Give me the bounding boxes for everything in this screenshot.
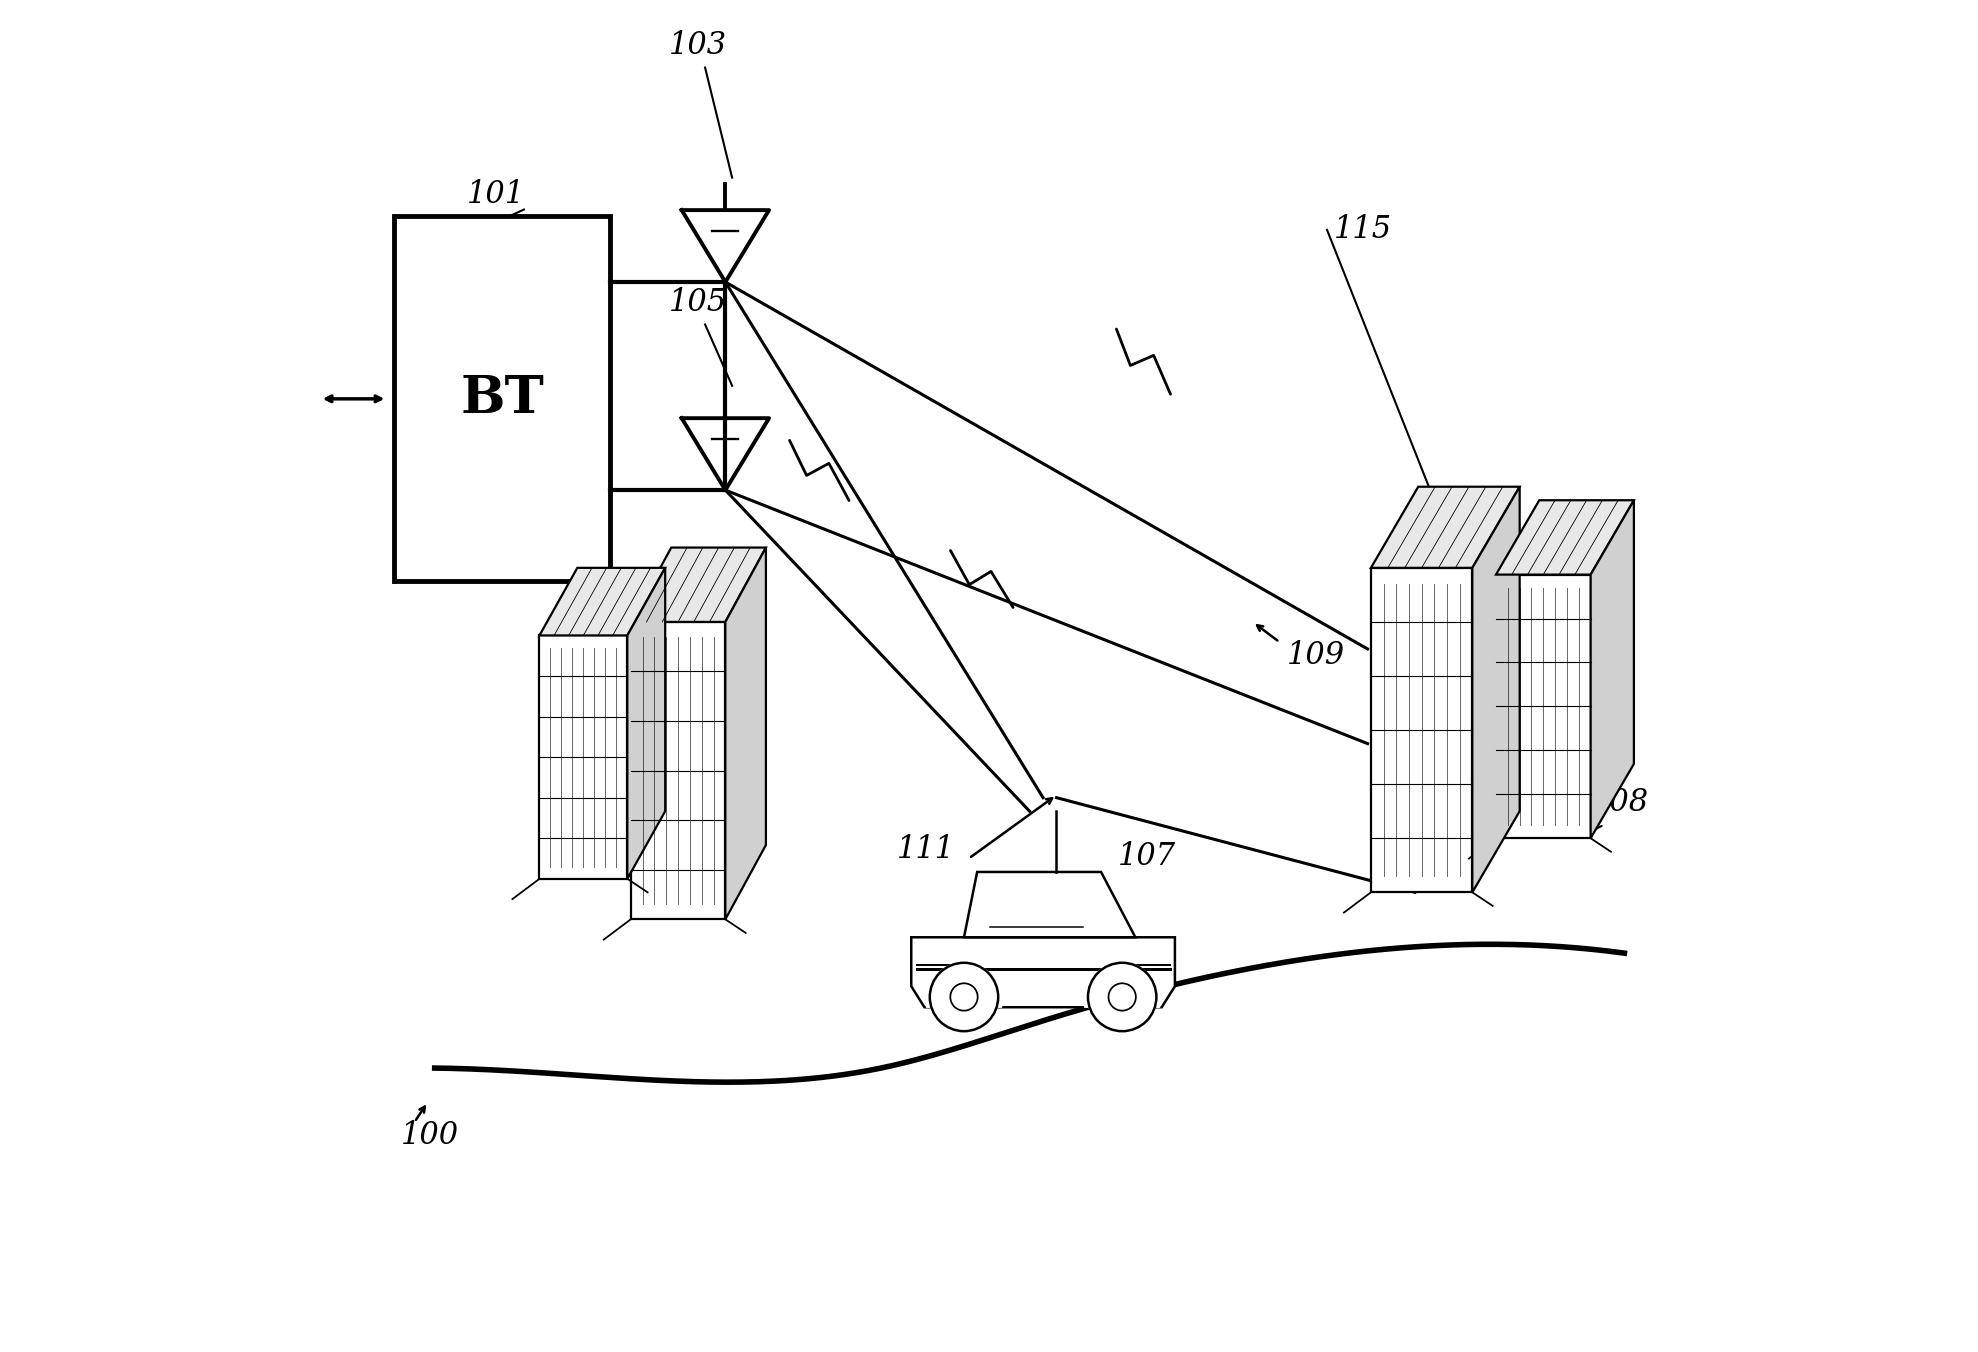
Polygon shape bbox=[540, 568, 665, 635]
Text: 115: 115 bbox=[1333, 215, 1393, 245]
Circle shape bbox=[930, 963, 999, 1032]
Text: BT: BT bbox=[461, 373, 544, 425]
Bar bbox=[394, 216, 611, 581]
Text: 100: 100 bbox=[402, 1121, 459, 1151]
Polygon shape bbox=[627, 568, 665, 879]
Polygon shape bbox=[926, 969, 1001, 1007]
Polygon shape bbox=[1495, 575, 1590, 838]
Polygon shape bbox=[1084, 969, 1159, 1007]
Polygon shape bbox=[1371, 487, 1519, 568]
Text: 111: 111 bbox=[898, 834, 955, 865]
Polygon shape bbox=[1495, 500, 1634, 575]
Polygon shape bbox=[1590, 500, 1634, 838]
Polygon shape bbox=[631, 548, 765, 622]
Text: 101: 101 bbox=[467, 178, 524, 210]
Text: 103: 103 bbox=[669, 30, 728, 61]
Text: 105: 105 bbox=[669, 287, 728, 318]
Polygon shape bbox=[540, 635, 627, 879]
Polygon shape bbox=[1472, 487, 1519, 892]
Polygon shape bbox=[963, 872, 1135, 937]
Circle shape bbox=[1088, 963, 1157, 1032]
Polygon shape bbox=[631, 622, 726, 919]
Text: 108: 108 bbox=[1590, 787, 1650, 818]
Polygon shape bbox=[912, 937, 1175, 1007]
Text: 107: 107 bbox=[1118, 841, 1175, 872]
Text: 113: 113 bbox=[518, 483, 578, 514]
Text: 109: 109 bbox=[1286, 641, 1345, 671]
Polygon shape bbox=[726, 548, 765, 919]
Polygon shape bbox=[1371, 568, 1472, 892]
